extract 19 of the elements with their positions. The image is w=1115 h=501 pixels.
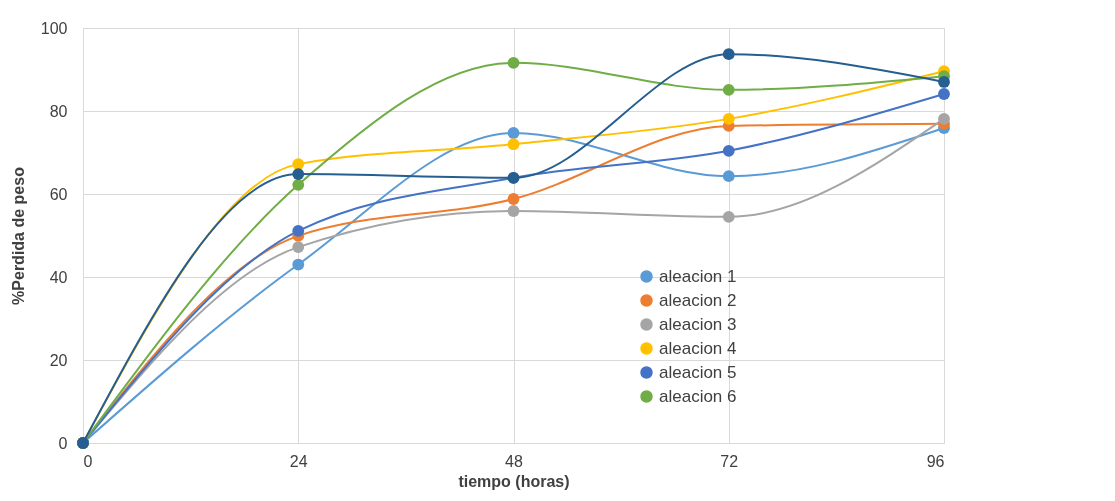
y-tick-label: 100 — [40, 19, 68, 37]
x-tick-label: 96 — [926, 452, 945, 470]
legend-label: aleacion 3 — [659, 314, 737, 334]
x-tick-label: 72 — [720, 452, 739, 470]
y-tick-label: 40 — [49, 268, 68, 286]
legend-label: aleacion 6 — [659, 386, 737, 406]
legend-label: aleacion 5 — [659, 362, 737, 382]
x-tick-label: 24 — [289, 452, 308, 470]
y-tick-label: 60 — [49, 185, 68, 203]
legend-label: aleacion 1 — [659, 266, 737, 286]
y-tick-label: 0 — [58, 434, 68, 452]
y-axis-title: %Perdida de peso — [9, 166, 27, 305]
legend-label: aleacion 4 — [659, 338, 737, 358]
x-tick-label: 0 — [83, 452, 93, 470]
y-tick-label: 20 — [49, 351, 68, 369]
y-tick-label: 80 — [49, 102, 68, 120]
x-tick-label: 48 — [505, 452, 523, 470]
legend-label: aleacion 2 — [659, 290, 737, 310]
x-axis-title: tiempo (horas) — [458, 472, 570, 490]
